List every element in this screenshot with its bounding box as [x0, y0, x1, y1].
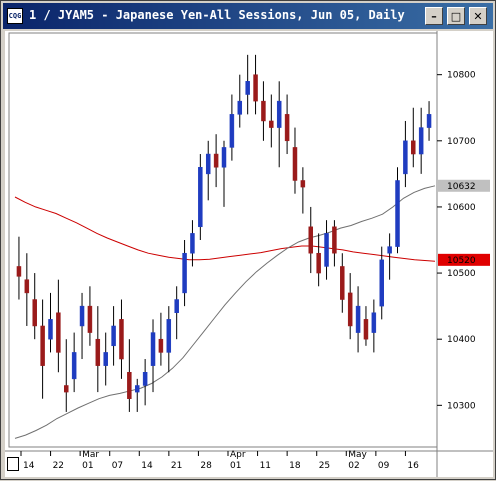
- x-day-label: 14: [141, 461, 153, 471]
- x-month-label: Apr: [230, 450, 246, 460]
- candle-body: [134, 385, 140, 393]
- chart-area[interactable]: 10800 10700 10600 10500 10400 10300 14 22 01 07 14…: [5, 31, 493, 477]
- candle-body: [347, 292, 353, 327]
- candle-body: [387, 246, 392, 254]
- scroll-corner-box[interactable]: [7, 457, 19, 471]
- y-tick-label: 10500: [447, 269, 476, 279]
- window-title: 1 / JYAM5 - Japanese Yen-All Sessions, J…: [29, 8, 405, 22]
- x-day-label: 28: [200, 461, 212, 471]
- y-tick-label: 10600: [447, 203, 476, 213]
- candle-body: [411, 140, 416, 155]
- x-day-label: 02: [348, 461, 359, 471]
- candle-body: [292, 147, 298, 181]
- candle-body: [150, 332, 156, 366]
- candle-body: [324, 233, 329, 267]
- candle-body: [182, 252, 187, 294]
- moving-average-short-line: [14, 185, 436, 439]
- candle-body: [111, 325, 116, 347]
- x-day-label: 16: [407, 461, 419, 471]
- x-day-label: 01: [82, 461, 93, 471]
- candle-body: [379, 259, 384, 307]
- x-day-label: 07: [112, 461, 123, 471]
- price-tag-label: 10632: [447, 182, 476, 192]
- candle-body: [87, 305, 93, 333]
- x-day-label: 22: [53, 461, 64, 471]
- candle-body: [127, 372, 132, 399]
- candle-body: [237, 100, 243, 115]
- x-day-label: 09: [378, 461, 390, 471]
- x-day-label: 21: [171, 461, 182, 471]
- candle-body: [79, 305, 85, 327]
- candle-body: [332, 226, 337, 254]
- candle-body: [426, 114, 432, 128]
- candle-body: [363, 319, 369, 340]
- candle-body: [221, 147, 227, 168]
- chart-app-icon[interactable]: CQG: [7, 8, 23, 24]
- maximize-icon[interactable]: □: [447, 7, 465, 25]
- candle-body: [253, 74, 258, 102]
- candle-body: [198, 167, 203, 228]
- candle-body: [142, 372, 148, 386]
- x-day-label: 14: [23, 461, 35, 471]
- candle-body: [166, 319, 172, 353]
- x-day-label: 11: [260, 461, 271, 471]
- close-icon[interactable]: ✕: [469, 7, 487, 25]
- candle-body: [229, 114, 235, 148]
- plot-frame: [8, 32, 438, 448]
- candle-body: [308, 226, 314, 254]
- minimize-icon[interactable]: –: [425, 7, 443, 25]
- price-tag-box: [438, 179, 490, 192]
- candle-body: [40, 325, 45, 366]
- candle-body: [355, 305, 361, 333]
- x-month-label: May: [348, 450, 367, 460]
- candle-body: [418, 127, 424, 155]
- candle-body: [71, 352, 77, 380]
- y-tick-label: 10400: [447, 335, 476, 345]
- candle-body: [95, 338, 101, 366]
- candle-body: [16, 266, 22, 277]
- candle-body: [316, 252, 321, 274]
- candle-body: [190, 233, 195, 254]
- candle-body: [371, 312, 377, 333]
- y-tick-label: 10800: [447, 71, 476, 81]
- candle-body: [245, 81, 250, 95]
- moving-average-long-line: [14, 196, 436, 262]
- candle-body: [213, 153, 219, 168]
- candle-body: [48, 319, 53, 340]
- candle-body: [56, 312, 61, 353]
- candle-body: [119, 319, 124, 360]
- candle-body: [269, 120, 274, 128]
- candle-body: [158, 338, 164, 353]
- candle-body: [24, 279, 30, 294]
- x-day-label: 18: [289, 461, 301, 471]
- x-month-label: Mar: [82, 450, 99, 460]
- price-tag-box: [438, 253, 490, 266]
- candle-body: [32, 299, 37, 327]
- candle-body: [403, 140, 408, 175]
- candle-body: [284, 114, 290, 142]
- y-tick-label: 10300: [447, 401, 476, 411]
- candle-body: [205, 153, 211, 175]
- candlestick-chart[interactable]: 10800 10700 10600 10500 10400 10300 14 22 01 07 14…: [5, 31, 493, 477]
- x-day-label: 25: [319, 461, 330, 471]
- candle-body: [340, 266, 345, 300]
- title-bar[interactable]: CQG 1 / JYAM5 - Japanese Yen-All Session…: [3, 3, 493, 29]
- candle-body: [261, 100, 266, 122]
- candle-body: [395, 180, 400, 247]
- candle-body: [174, 299, 179, 313]
- candle-body: [64, 385, 69, 393]
- candle-body: [300, 180, 306, 188]
- y-tick-label: 10700: [447, 137, 476, 147]
- candle-body: [103, 352, 108, 366]
- candle-body: [276, 100, 282, 128]
- price-tag-label: 10520: [447, 256, 476, 266]
- x-day-label: 01: [230, 461, 241, 471]
